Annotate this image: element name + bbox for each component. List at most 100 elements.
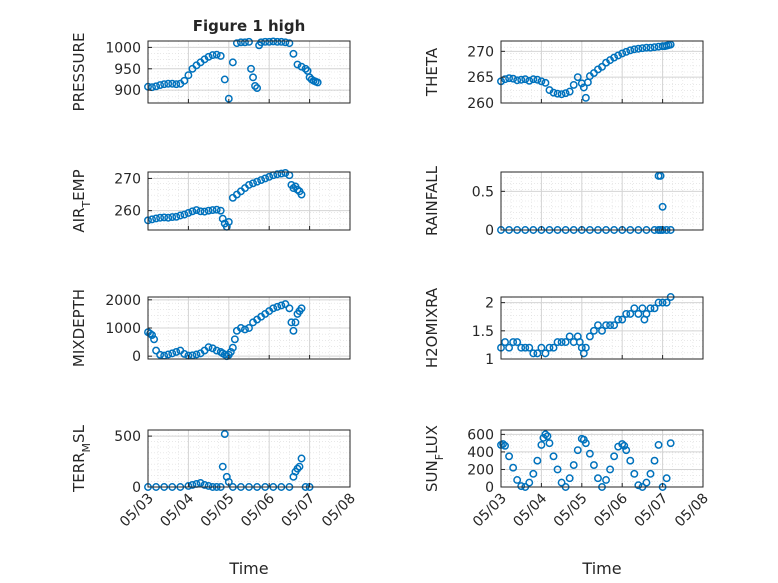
data-point <box>273 302 282 311</box>
data-point <box>204 206 213 215</box>
data-point <box>581 343 590 352</box>
data-point <box>156 81 165 89</box>
data-point <box>602 321 610 330</box>
data-point <box>549 452 558 461</box>
data-point <box>164 213 173 222</box>
y-axis-label: TERRMSL <box>70 424 93 493</box>
data-point <box>553 465 562 474</box>
data-point <box>184 208 193 217</box>
y-tick-label: 265 <box>467 70 494 86</box>
data-point <box>505 74 514 83</box>
data-point <box>573 73 582 82</box>
data-point <box>236 324 245 332</box>
data-point <box>666 439 675 448</box>
data-point <box>265 172 274 181</box>
data-point <box>589 326 598 335</box>
data-point <box>634 309 643 318</box>
subplot-theta: 260 265 270 THETA <box>423 40 704 112</box>
data-point <box>606 465 615 474</box>
data-point <box>249 73 257 82</box>
data-point <box>152 346 161 355</box>
y-tick-label: 270 <box>114 171 141 187</box>
data-point <box>241 325 249 334</box>
y-tick-label: 260 <box>114 204 141 220</box>
data-point <box>573 446 582 455</box>
data-point <box>638 44 647 53</box>
data-point <box>662 474 671 483</box>
data-point <box>273 37 282 46</box>
data-point <box>517 482 526 491</box>
axes-box <box>147 171 351 231</box>
y-axis-label: RAINFALL <box>423 165 441 236</box>
data-point <box>184 482 193 490</box>
axes-box <box>147 429 351 488</box>
data-point <box>269 304 278 313</box>
plot-title: Figure 1 high <box>193 17 306 35</box>
data-point <box>180 349 189 358</box>
data-point <box>188 481 197 489</box>
data-point <box>614 315 623 324</box>
data-point <box>265 37 274 46</box>
data-point <box>549 343 558 352</box>
data-point <box>517 75 526 84</box>
data-point <box>180 76 189 85</box>
data-point <box>533 75 542 84</box>
y-tick-label: 2 <box>485 296 494 312</box>
data-point <box>630 304 639 313</box>
data-point <box>626 309 635 318</box>
data-point <box>253 177 262 186</box>
data-point <box>517 343 526 352</box>
data-point <box>618 49 627 58</box>
data-point <box>148 83 156 92</box>
data-point <box>216 52 225 60</box>
data-point <box>634 44 643 53</box>
x-axis-label: Time <box>581 559 621 578</box>
data-point <box>184 71 193 80</box>
data-point <box>216 206 225 215</box>
data-point <box>541 78 550 87</box>
data-point <box>257 176 266 185</box>
series-markers <box>497 430 675 491</box>
data-point <box>281 38 290 47</box>
data-point <box>537 343 546 352</box>
data-point <box>277 301 286 310</box>
y-tick-label: 1000 <box>105 321 141 337</box>
data-point <box>501 75 509 84</box>
x-tick-label: 05/08 <box>672 491 712 531</box>
y-tick-label: 0 <box>485 480 494 496</box>
y-tick-label: 0 <box>485 223 494 239</box>
data-point <box>301 64 310 73</box>
data-point <box>626 456 635 465</box>
data-point <box>313 78 322 87</box>
data-point <box>249 179 257 188</box>
x-tick-label: 05/03 <box>117 491 157 531</box>
data-point <box>521 343 530 352</box>
data-point <box>658 202 667 211</box>
data-point <box>277 169 286 178</box>
y-tick-label: 400 <box>467 445 494 461</box>
data-point <box>261 174 270 183</box>
data-point <box>172 80 181 89</box>
data-point <box>150 335 159 344</box>
data-point <box>622 47 631 56</box>
y-tick-label: 260 <box>467 96 494 112</box>
data-point <box>513 338 522 347</box>
data-point <box>297 190 306 199</box>
data-point <box>545 343 554 352</box>
data-point <box>622 446 631 455</box>
data-point <box>220 75 229 84</box>
data-point <box>650 43 659 52</box>
data-point <box>658 298 667 307</box>
data-point <box>569 80 578 89</box>
data-point <box>525 343 534 352</box>
data-point <box>509 74 518 83</box>
y-tick-label: 0.5 <box>472 184 494 200</box>
subplot-rainfall: 0 0.5 RAINFALL <box>423 165 704 239</box>
data-point <box>598 62 606 71</box>
data-point <box>529 349 538 358</box>
data-point <box>277 37 286 46</box>
data-point <box>565 332 574 341</box>
data-point <box>622 309 631 318</box>
data-point <box>228 58 237 67</box>
data-point <box>537 440 546 449</box>
